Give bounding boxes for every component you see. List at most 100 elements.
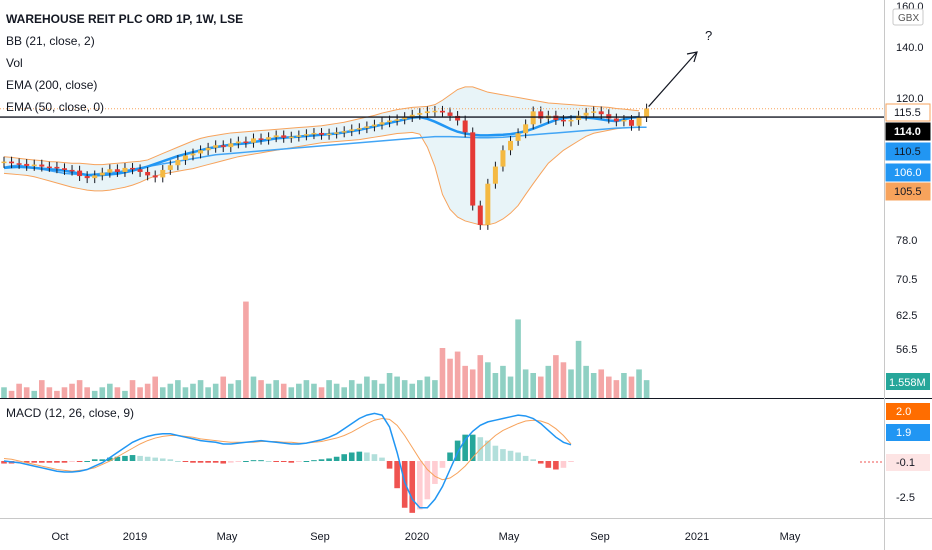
price-axis-tick: 120.0 <box>896 93 924 105</box>
candle-body <box>462 120 468 133</box>
macd-histogram-bar <box>454 440 461 461</box>
candle <box>16 158 22 169</box>
candle-body <box>379 122 385 125</box>
time-axis-label: Sep <box>310 531 330 543</box>
legend-bb[interactable]: BB (21, close, 2) <box>6 34 95 48</box>
volume-bar <box>379 383 385 398</box>
candle-body <box>591 111 597 113</box>
candle <box>99 167 105 181</box>
candle <box>538 106 544 124</box>
volume-bar <box>182 387 189 398</box>
macd-histogram-bar <box>190 461 196 463</box>
price-tag-label: 115.5 <box>894 107 921 119</box>
volume-bar <box>159 387 166 398</box>
symbol-title[interactable]: WAREHOUSE REIT PLC ORD 1P, 1W, LSE <box>6 12 244 26</box>
annotation-question: ? <box>705 28 712 43</box>
volume-bar <box>394 376 400 398</box>
candle <box>409 109 415 123</box>
candle-body <box>198 150 204 154</box>
macd-histogram-bar <box>31 461 38 463</box>
candle <box>198 145 204 159</box>
candle <box>9 156 15 169</box>
candle <box>54 162 60 174</box>
macd-histogram-bar <box>152 457 158 461</box>
volume-bar <box>61 387 68 398</box>
candle <box>439 105 445 118</box>
macd-histogram-bar <box>144 456 151 461</box>
candle <box>190 148 196 161</box>
macd-histogram-bar <box>228 461 234 463</box>
candle <box>364 121 370 134</box>
candle-body <box>485 183 491 225</box>
macd-histogram-bar <box>379 457 385 461</box>
candle <box>576 110 582 125</box>
candle <box>462 115 468 138</box>
candle-body <box>432 110 438 113</box>
macd-histogram-bar <box>492 445 499 461</box>
candle <box>303 129 309 141</box>
candle <box>107 164 113 178</box>
macd-histogram-bar <box>76 461 83 462</box>
candle <box>137 164 143 177</box>
legend-macd[interactable]: MACD (12, 26, close, 9) <box>6 406 135 420</box>
volume-bar <box>333 383 340 398</box>
candle-body <box>530 111 536 125</box>
macd-histogram-bar <box>333 456 340 461</box>
candle-body <box>628 119 634 126</box>
volume-bar <box>311 383 317 398</box>
candle <box>296 130 302 142</box>
candle-body <box>213 145 219 148</box>
candle-body <box>621 119 627 122</box>
candle <box>606 109 612 124</box>
legend-vol[interactable]: Vol <box>6 56 23 70</box>
macd-histogram-bar <box>54 461 60 463</box>
volume-bar <box>439 348 446 398</box>
macd-histogram-bar <box>560 461 567 468</box>
volume-bar <box>613 380 620 398</box>
candle-body <box>303 134 309 136</box>
candle <box>266 132 272 145</box>
volume-bar <box>590 373 597 398</box>
candle <box>334 127 340 139</box>
candle <box>356 123 362 135</box>
candle-body <box>24 163 30 166</box>
legend-ema200[interactable]: EMA (200, close) <box>6 78 98 92</box>
candle <box>455 111 461 126</box>
candle-body <box>598 111 604 115</box>
macd-histogram-bar <box>394 461 400 489</box>
price-axis-tick: 70.5 <box>896 274 917 286</box>
candle <box>379 117 385 130</box>
currency-badge: GBX <box>898 13 919 24</box>
macd-histogram-bar <box>84 461 90 462</box>
macd-histogram-bar <box>326 458 332 461</box>
macd-tag-label: 2.0 <box>896 406 911 418</box>
candle <box>492 161 498 189</box>
volume-bar <box>167 383 174 398</box>
volume-bar <box>553 355 559 398</box>
macd-histogram-bar <box>69 461 75 462</box>
candle <box>417 108 423 120</box>
volume-bar <box>318 387 325 398</box>
price-tag-box <box>885 142 931 161</box>
macd-tag-box <box>886 454 930 471</box>
volume-bar <box>91 390 98 398</box>
candle <box>477 200 483 230</box>
macd-histogram-bar <box>46 461 53 463</box>
candle-body <box>356 128 362 130</box>
volume-bar <box>424 376 431 398</box>
volume-tag-box <box>886 373 930 390</box>
candle <box>77 165 83 182</box>
candle <box>69 165 75 176</box>
volume-bar <box>583 365 589 398</box>
volume-bar <box>31 390 38 398</box>
volume-bar <box>54 390 60 398</box>
legend-ema50[interactable]: EMA (50, close, 0) <box>6 100 105 114</box>
candle <box>235 136 241 149</box>
macd-histogram-bar <box>243 461 249 462</box>
candle <box>432 105 438 117</box>
candle <box>24 159 30 171</box>
price-tag-box <box>885 163 931 182</box>
macd-histogram-bar <box>447 452 453 461</box>
candle <box>553 110 559 125</box>
